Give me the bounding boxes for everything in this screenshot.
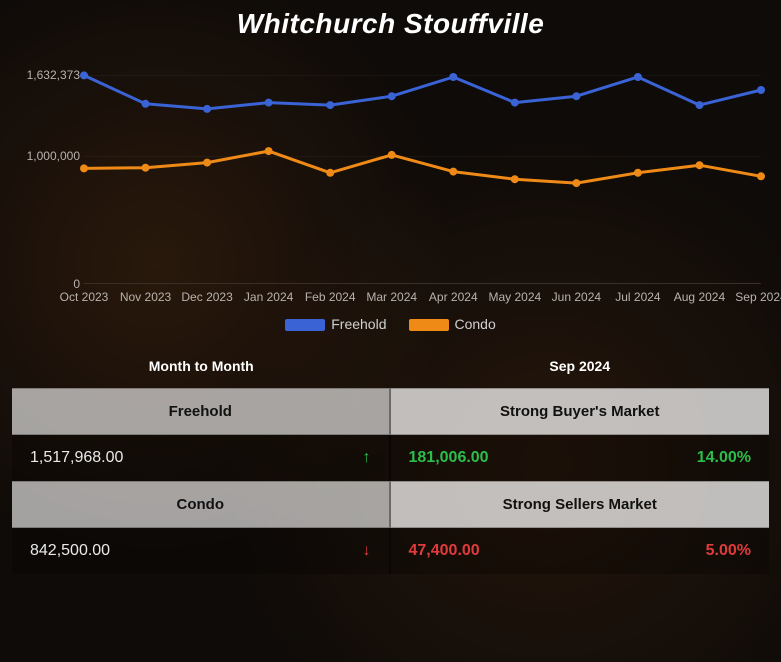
legend-swatch	[285, 319, 325, 331]
chart-series-marker	[572, 92, 580, 100]
chart-series-marker	[142, 100, 150, 108]
page-root: Whitchurch Stouffville Freehold Condo 0 1,…	[0, 0, 781, 574]
table-header-left: Month to Month	[12, 344, 391, 388]
table-row-delta: 47,400.00	[409, 542, 480, 560]
arrow-up-icon: ↑	[363, 449, 371, 467]
chart-series-marker	[449, 73, 457, 81]
table-row-price: 1,517,968.00	[30, 449, 123, 467]
chart-series-marker	[388, 92, 396, 100]
table-row-market: Strong Buyer's Market	[391, 388, 770, 435]
chart-xtick-label: Mar 2024	[366, 290, 417, 304]
table-row: 842,500.00 ↓ 47,400.00 5.00%	[12, 528, 769, 574]
table-row-market: Strong Sellers Market	[391, 481, 770, 528]
arrow-down-icon: ↓	[363, 542, 371, 560]
chart-xtick-label: Sep 2024	[735, 290, 781, 304]
table-row-delta: 181,006.00	[409, 449, 489, 467]
chart-legend: Freehold Condo	[14, 316, 767, 332]
chart-series-marker	[696, 161, 704, 169]
chart-ytick-label: 0	[18, 277, 80, 291]
legend-label: Freehold	[331, 316, 386, 332]
chart-series-marker	[203, 105, 211, 113]
table-row-label: Freehold	[12, 388, 391, 435]
chart-series-marker	[449, 168, 457, 176]
chart-series-marker	[80, 164, 88, 172]
chart-series-marker	[634, 169, 642, 177]
chart-series-marker	[326, 101, 334, 109]
table-row: FreeholdStrong Buyer's Market	[12, 388, 769, 435]
legend-label: Condo	[455, 316, 496, 332]
table-row-label: Condo	[12, 481, 391, 528]
table-row-price: 842,500.00	[30, 542, 110, 560]
chart-xtick-label: May 2024	[488, 290, 541, 304]
table-row: 1,517,968.00 ↑ 181,006.00 14.00%	[12, 435, 769, 481]
chart-series-marker	[634, 73, 642, 81]
chart-series-marker	[572, 179, 580, 187]
chart-series-marker	[265, 147, 273, 155]
table-header-right: Sep 2024	[391, 344, 770, 388]
table-row-price-cell: 842,500.00 ↓	[12, 528, 391, 574]
table-row-change-cell: 181,006.00 14.00%	[391, 435, 770, 481]
chart-xtick-label: Nov 2023	[120, 290, 171, 304]
table-row: CondoStrong Sellers Market	[12, 481, 769, 528]
table-header-row: Month to Month Sep 2024	[12, 344, 769, 388]
chart-gridline	[84, 156, 761, 157]
chart-xtick-label: Jun 2024	[552, 290, 601, 304]
chart-series-marker	[757, 172, 765, 180]
chart-series-marker	[388, 151, 396, 159]
chart-series-marker	[265, 99, 273, 107]
page-title: Whitchurch Stouffville	[10, 8, 771, 40]
chart-series-marker	[203, 159, 211, 167]
chart-plot-area	[84, 54, 761, 284]
table-row-pct: 5.00%	[706, 542, 751, 560]
chart-xtick-label: Jul 2024	[615, 290, 660, 304]
summary-table: Month to Month Sep 2024 FreeholdStrong B…	[12, 344, 769, 574]
chart-series-marker	[757, 86, 765, 94]
chart-xtick-label: Aug 2024	[674, 290, 725, 304]
chart-gridline	[84, 75, 761, 76]
table-row-price-cell: 1,517,968.00 ↑	[12, 435, 391, 481]
chart-series-marker	[696, 101, 704, 109]
chart-ytick-label: 1,000,000	[18, 149, 80, 163]
legend-item: Condo	[409, 316, 496, 332]
legend-swatch	[409, 319, 449, 331]
chart-series-marker	[142, 164, 150, 172]
chart-xtick-label: Apr 2024	[429, 290, 478, 304]
table-row-change-cell: 47,400.00 5.00%	[391, 528, 770, 574]
legend-item: Freehold	[285, 316, 386, 332]
chart-xtick-label: Oct 2023	[60, 290, 109, 304]
chart-series-marker	[511, 175, 519, 183]
chart-series-line	[84, 75, 761, 109]
table-row-pct: 14.00%	[697, 449, 751, 467]
chart-xtick-label: Jan 2024	[244, 290, 293, 304]
chart-series-marker	[511, 99, 519, 107]
chart-series-marker	[326, 169, 334, 177]
chart-ytick-label: 1,632,373	[18, 68, 80, 82]
chart-xtick-label: Dec 2023	[181, 290, 232, 304]
chart-xtick-label: Feb 2024	[305, 290, 356, 304]
chart-x-axis	[84, 283, 761, 284]
chart-svg	[84, 54, 761, 284]
price-line-chart: Freehold Condo 0 1,000,000 1,632,373 Oct 202…	[14, 48, 767, 338]
